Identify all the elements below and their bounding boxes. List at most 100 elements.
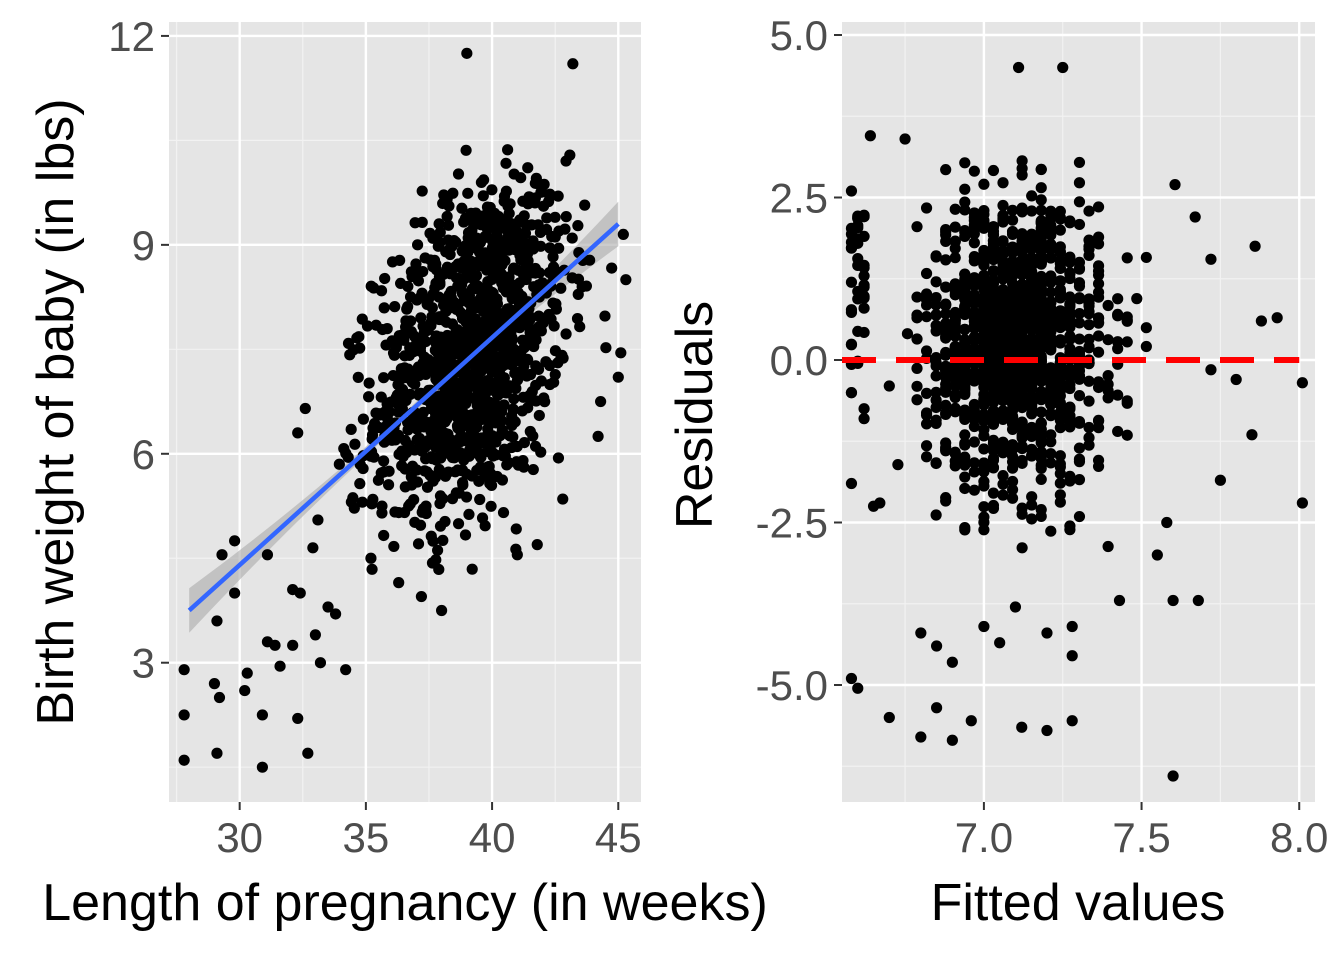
right-data-point <box>978 501 990 513</box>
right-y-tick-label: 2.5 <box>770 175 828 222</box>
right-data-point <box>1167 594 1179 607</box>
right-data-point <box>930 291 942 304</box>
right-data-point <box>968 333 980 345</box>
right-data-point <box>1035 308 1047 320</box>
left-data-point <box>472 377 484 389</box>
left-points <box>178 47 632 773</box>
left-data-point <box>353 331 365 343</box>
left-data-point <box>429 282 441 294</box>
right-data-point <box>1140 322 1152 334</box>
left-data-point <box>441 210 453 223</box>
left-data-point <box>437 354 449 367</box>
right-data-point <box>1064 256 1076 268</box>
right-data-point <box>1214 474 1226 486</box>
left-data-point <box>531 539 543 551</box>
right-data-point <box>1026 266 1038 278</box>
right-data-point <box>1092 415 1105 427</box>
left-data-point <box>395 277 407 289</box>
right-data-point <box>1006 334 1019 346</box>
right-data-point <box>968 165 980 177</box>
left-data-point <box>415 291 427 303</box>
left-data-point <box>494 370 507 382</box>
right-data-point <box>1092 231 1105 243</box>
left-data-point <box>419 504 432 516</box>
left-data-point <box>340 664 352 676</box>
right-data-point <box>1016 295 1028 307</box>
left-y-tick-label: 3 <box>132 640 155 687</box>
left-data-point <box>490 217 502 229</box>
right-data-point <box>1026 190 1038 202</box>
right-y-axis-label: Residuals <box>666 301 724 529</box>
right-data-point <box>1064 365 1076 377</box>
left-data-point <box>208 678 221 690</box>
left-data-point <box>256 761 268 773</box>
right-data-point <box>1009 601 1022 613</box>
right-data-point <box>1006 417 1019 429</box>
right-data-point <box>1045 310 1057 323</box>
right-data-point <box>1064 347 1076 359</box>
right-data-point <box>959 411 971 424</box>
right-data-point <box>1016 429 1028 441</box>
right-data-point <box>1083 300 1095 312</box>
right-data-point <box>1016 236 1028 248</box>
right-data-point <box>1230 373 1242 386</box>
left-data-point <box>398 334 410 346</box>
right-x-tick-label: 7.5 <box>1112 814 1170 861</box>
left-data-point <box>410 258 422 270</box>
right-data-point <box>892 459 904 471</box>
right-data-point <box>1006 277 1019 290</box>
right-data-point <box>920 267 933 280</box>
right-data-point <box>1026 491 1038 503</box>
right-data-point <box>1026 332 1038 344</box>
left-data-point <box>461 416 474 428</box>
right-data-point <box>940 364 952 376</box>
right-data-point <box>883 711 895 724</box>
right-data-point <box>1041 724 1053 737</box>
left-data-point <box>433 563 445 576</box>
right-data-point <box>1035 217 1047 229</box>
right-data-point <box>1035 356 1047 368</box>
right-data-point <box>997 478 1009 490</box>
left-data-point <box>402 424 414 436</box>
right-data-point <box>1035 258 1047 270</box>
right-data-point <box>1035 462 1047 474</box>
left-data-point <box>432 346 444 358</box>
left-data-point <box>545 313 557 325</box>
left-data-point <box>380 339 392 351</box>
right-data-point <box>946 656 958 668</box>
right-data-point <box>858 230 870 242</box>
left-regression-line <box>187 222 620 613</box>
left-data-point <box>397 391 410 403</box>
right-data-point <box>1016 316 1028 328</box>
right-data-point <box>1054 247 1066 259</box>
left-x-tick-label: 35 <box>343 814 390 861</box>
right-data-point <box>987 266 1000 278</box>
left-data-point <box>612 371 624 383</box>
right-data-point <box>1064 520 1076 532</box>
left-data-point <box>482 461 494 473</box>
right-data-point <box>1073 456 1086 468</box>
right-data-point <box>1083 319 1095 331</box>
right-data-point <box>858 270 870 282</box>
left-data-point <box>349 438 361 450</box>
right-data-point <box>1073 307 1086 320</box>
left-data-point <box>370 319 382 331</box>
left-data-point <box>532 219 544 231</box>
right-data-point <box>1073 218 1086 231</box>
right-data-point <box>1073 280 1086 292</box>
left-y-axis-label: Birth weight of baby (in lbs) <box>27 98 85 725</box>
right-data-point <box>1102 299 1114 312</box>
right-data-point <box>968 237 980 249</box>
right-data-point <box>1016 721 1028 733</box>
left-data-point <box>442 234 454 246</box>
right-data-point <box>968 289 980 301</box>
left-data-point <box>557 352 569 364</box>
left-data-point <box>452 280 464 292</box>
left-data-point <box>404 498 416 510</box>
left-data-point <box>606 262 618 274</box>
right-data-point <box>1064 217 1076 229</box>
left-data-point <box>513 233 526 245</box>
left-data-point <box>274 660 286 672</box>
left-data-point <box>503 207 515 220</box>
right-data-point <box>1121 429 1133 441</box>
